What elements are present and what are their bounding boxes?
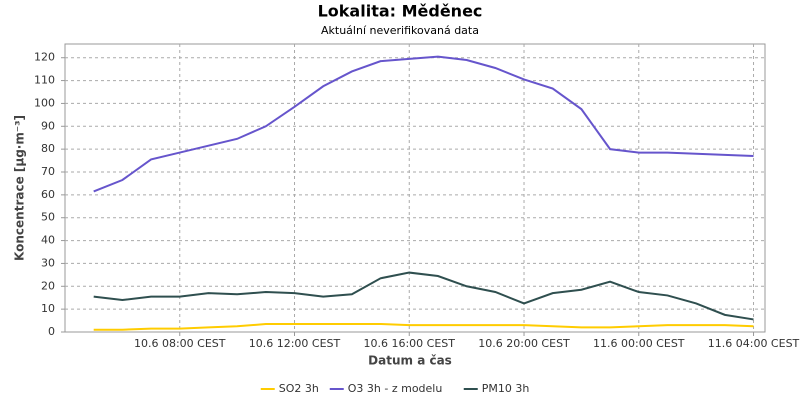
y-tick-label: 100 [34, 96, 55, 109]
y-tick-label: 70 [41, 165, 55, 178]
series-line [93, 55, 754, 193]
x-tick-label: 11.6 04:00 CEST [708, 337, 800, 350]
legend-label: SO2 3h [279, 382, 319, 395]
legend-label: PM10 3h [482, 382, 530, 395]
y-tick-label: 110 [34, 74, 55, 87]
x-tick-label: 11.6 00:00 CEST [593, 337, 685, 350]
y-axis-label: Koncentrace [µg·m⁻³] [13, 115, 27, 261]
x-tick-label: 10.6 20:00 CEST [478, 337, 570, 350]
y-tick-label: 10 [41, 302, 55, 315]
y-tick-label: 80 [41, 142, 55, 155]
chart-title: Lokalita: Měděnec [318, 2, 483, 21]
y-tick-label: 60 [41, 188, 55, 201]
y-tick-label: 0 [48, 325, 55, 338]
y-tick-label: 50 [41, 211, 55, 224]
y-tick-label: 40 [41, 234, 55, 247]
x-tick-label: 10.6 08:00 CEST [134, 337, 226, 350]
y-tick-label: 120 [34, 51, 55, 64]
series-line [93, 271, 754, 321]
legend-label: O3 3h - z modelu [348, 382, 443, 395]
x-tick-label: 10.6 12:00 CEST [249, 337, 341, 350]
x-tick-label: 10.6 16:00 CEST [363, 337, 455, 350]
y-tick-label: 90 [41, 119, 55, 132]
chart-subtitle: Aktuální neverifikovaná data [321, 24, 479, 37]
plot-area [64, 43, 766, 333]
y-tick-label: 20 [41, 279, 55, 292]
y-tick-label: 30 [41, 256, 55, 269]
series-line [93, 323, 754, 331]
x-axis-label: Datum a čas [368, 354, 452, 368]
